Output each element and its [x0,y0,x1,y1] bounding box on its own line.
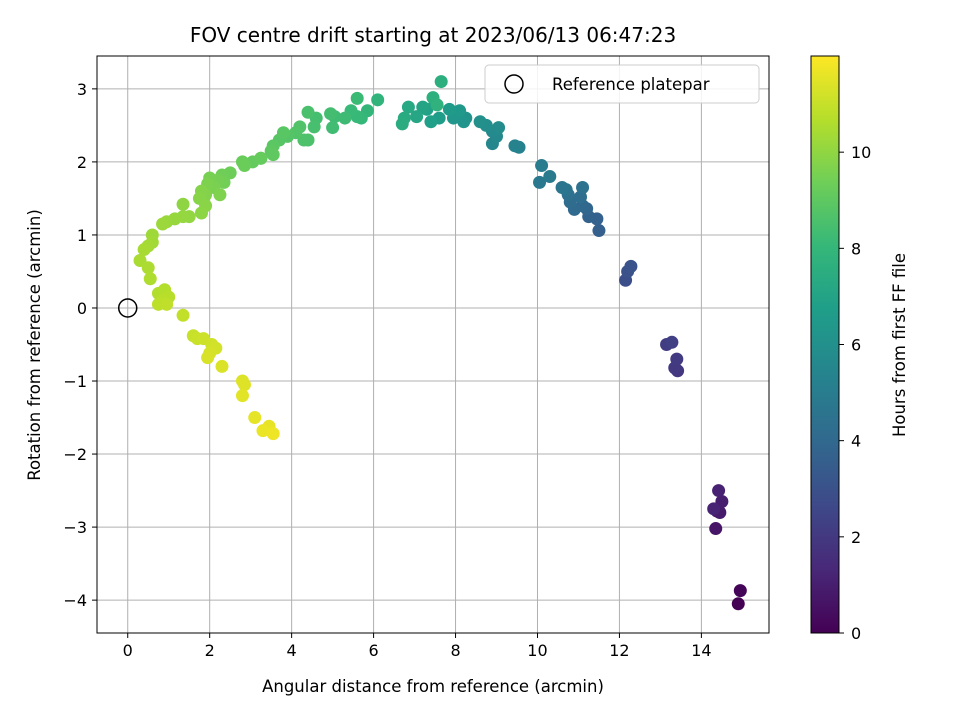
x-tick-label: 4 [287,641,297,660]
data-point [430,98,444,112]
data-point [533,175,547,189]
chart-title: FOV centre drift starting at 2023/06/13 … [190,23,676,47]
colorbar: 0 2 4 6 8 10 Hours from first FF file [810,55,909,643]
x-tick-label: 2 [205,641,215,660]
data-point [160,297,174,311]
data-point [141,261,155,275]
data-point [213,188,227,202]
data-point [424,115,438,129]
data-point [307,120,321,134]
data-point [492,121,506,135]
data-point [416,100,430,114]
x-tick-label: 14 [691,641,711,660]
data-point [453,104,467,118]
data-point [194,206,208,220]
data-point [276,126,290,140]
data-point [143,272,157,286]
x-tick-label: 6 [368,641,378,660]
legend-marker [504,74,524,94]
data-point [712,484,726,498]
y-tick-label: 3 [77,80,87,99]
data-point [555,180,569,194]
data-point [338,111,352,125]
data-point [410,110,424,124]
data-point [215,359,229,373]
data-point [326,121,340,135]
data-point [508,139,522,153]
data-point [350,91,364,105]
y-axis-label: Rotation from reference (arcmin) [25,209,44,481]
data-point [371,93,385,107]
data-point [434,75,448,89]
y-tick-label: −4 [63,591,87,610]
colorbar-gradient [810,55,840,634]
grid-lines [97,56,769,633]
colorbar-tick-label: 2 [851,528,861,547]
data-point [543,170,557,184]
data-point [238,159,252,173]
data-point [156,217,170,231]
colorbar-tick-label: 8 [851,239,861,258]
y-tick-label: 0 [77,299,87,318]
y-axis-ticks: −4 −3 −2 −1 0 1 2 3 [63,80,97,610]
data-point [401,100,415,114]
colorbar-tick-label: 6 [851,336,861,355]
data-point [442,102,456,116]
data-point [248,411,262,425]
x-tick-label: 12 [609,641,629,660]
reference-platepar-marker [117,298,138,318]
data-point [592,224,606,238]
legend: Reference platepar [484,64,760,104]
x-tick-label: 8 [450,641,460,660]
data-point [238,378,252,392]
data-point [235,389,249,403]
data-points [133,75,747,611]
colorbar-tick-label: 0 [851,624,861,643]
data-point [473,115,487,129]
data-point [266,148,280,162]
colorbar-tick-label: 10 [851,143,871,162]
y-tick-label: −1 [63,372,87,391]
data-point [266,427,280,441]
colorbar-tick-label: 4 [851,432,861,451]
data-point [301,105,315,119]
data-point [624,259,638,273]
data-point [256,424,270,438]
colorbar-ticks: 0 2 4 6 8 10 [839,143,871,643]
y-tick-label: −2 [63,445,87,464]
data-point [670,352,684,366]
x-axis-ticks: 0 2 4 6 8 10 12 14 [123,633,712,660]
data-point [176,308,190,322]
data-point [395,117,409,131]
data-point [254,151,268,165]
legend-entry-reference-platepar: Reference platepar [552,75,710,94]
data-point [137,243,151,257]
data-point [324,107,338,121]
data-point [665,335,679,349]
x-tick-label: 10 [527,641,547,660]
data-point [731,597,745,611]
plot-frame [96,55,770,634]
x-axis-label: Angular distance from reference (arcmin) [262,677,604,696]
y-tick-label: 2 [77,153,87,172]
data-point [709,522,723,536]
data-point [576,180,590,194]
y-tick-label: −3 [63,518,87,537]
data-point [707,502,721,516]
colorbar-label: Hours from first FF file [890,253,909,437]
data-point [201,351,215,365]
data-point [457,115,471,129]
data-point [535,159,549,173]
legend-box [484,64,760,104]
y-tick-label: 1 [77,226,87,245]
data-point [176,197,190,211]
x-tick-label: 0 [123,641,133,660]
data-point [733,584,747,598]
